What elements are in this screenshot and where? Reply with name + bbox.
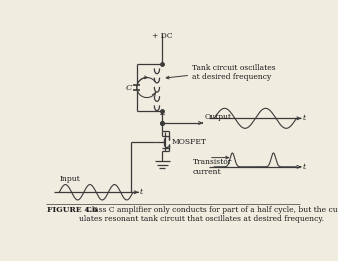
Text: + DC: + DC xyxy=(152,32,173,40)
Text: t: t xyxy=(303,114,306,122)
Text: C: C xyxy=(126,84,132,92)
Text: Output: Output xyxy=(204,114,231,121)
Text: Tank circuit oscillates
at desired frequency: Tank circuit oscillates at desired frequ… xyxy=(192,63,275,81)
Text: t: t xyxy=(303,163,306,171)
Text: L: L xyxy=(159,109,165,117)
Text: t: t xyxy=(140,188,143,196)
Text: Transistor
current: Transistor current xyxy=(193,158,232,176)
Text: Input: Input xyxy=(59,175,80,183)
Text: FIGURE 4.6: FIGURE 4.6 xyxy=(47,206,97,214)
Text: Class C amplifier only conducts for part of a half cycle, but the current pulse : Class C amplifier only conducts for part… xyxy=(79,206,338,223)
Text: MOSFET: MOSFET xyxy=(172,138,207,146)
